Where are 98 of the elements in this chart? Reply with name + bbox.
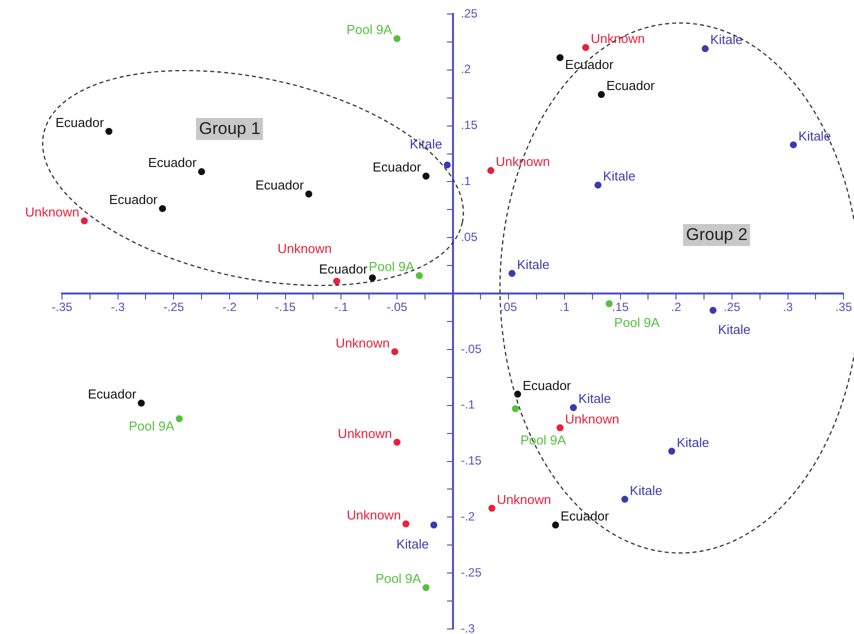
point (80, 217, 88, 224)
series-label: Unknown (338, 426, 392, 441)
x-tick-label: -.05 (386, 300, 408, 314)
y-tick-label: -.25 (460, 565, 482, 580)
text: Unknown (278, 240, 332, 256)
series-label: Pool 9A (128, 418, 175, 434)
point (416, 272, 423, 280)
series-label: Ecuador (565, 57, 614, 72)
text: Ecuador (522, 378, 572, 393)
point (368, 274, 376, 282)
x-tick-label: -.35 (52, 300, 73, 314)
text: Ecuador (88, 386, 136, 402)
text: Pool 9A (520, 432, 566, 448)
y-tick-label: -.05 (460, 342, 482, 356)
point (393, 35, 400, 42)
text: Unknown (590, 31, 645, 46)
text: Ecuador (109, 192, 158, 208)
point (488, 504, 496, 512)
text: Pool 9A (346, 22, 392, 38)
text: Kitale (718, 322, 751, 337)
point (333, 278, 340, 285)
point (422, 172, 430, 180)
point (487, 167, 494, 174)
x-tick-label: -.25 (163, 300, 184, 314)
text: Unknown (346, 507, 401, 522)
point (556, 54, 564, 62)
text: Ecuador (55, 114, 104, 130)
text: Unknown (336, 335, 390, 350)
x-tick-label: .15 (612, 300, 629, 314)
text: Unknown (25, 204, 80, 220)
point (508, 270, 516, 277)
x-tick-label: -.15 (274, 300, 296, 314)
y-tick-label: .1 (460, 174, 472, 188)
point (598, 91, 605, 98)
annotation: Group 2 (683, 224, 750, 246)
x-tick-label: .05 (500, 300, 518, 314)
x-tick-label: .1 (559, 300, 570, 314)
text: Ecuador (560, 508, 609, 524)
point (198, 168, 206, 176)
text: Kitale (578, 391, 611, 406)
text: Ecuador (319, 261, 368, 276)
text: Unknown (496, 492, 552, 507)
text: Ecuador (372, 160, 422, 175)
text: Pool 9A (368, 259, 414, 274)
y-tick-label: .15 (460, 118, 478, 132)
point (422, 584, 430, 592)
y-tick-label: -.2 (460, 509, 476, 524)
x-tick-label: .35 (835, 300, 852, 314)
point (702, 45, 709, 52)
y-tick-label: .25 (460, 6, 478, 20)
point (570, 404, 577, 412)
point (393, 438, 400, 446)
point (138, 400, 145, 407)
text: Kitale (798, 128, 831, 144)
point (606, 300, 613, 308)
text: Pool 9A (376, 571, 422, 586)
text: Ecuador (255, 178, 304, 193)
x-tick-label: -.3 (110, 300, 126, 314)
text: Ecuador (148, 155, 197, 170)
x-tick-label: -.1 (334, 300, 348, 314)
point (556, 424, 564, 432)
text: Kitale (630, 482, 662, 498)
annotation: Group 1 (196, 118, 264, 140)
point (305, 190, 312, 198)
point (594, 182, 602, 189)
point (402, 520, 410, 528)
y-tick-label: .05 (460, 230, 478, 244)
x-tick-label: -.2 (222, 300, 237, 314)
point (668, 448, 676, 455)
x-tick-label: .25 (724, 300, 741, 314)
point (790, 141, 797, 148)
text: Pool 9A (614, 315, 660, 330)
point (176, 415, 183, 422)
point (552, 522, 560, 529)
y-tick-label: -.3 (460, 621, 476, 634)
point (710, 306, 717, 314)
point (105, 128, 112, 135)
point (159, 205, 166, 212)
series-label: Kitale (517, 256, 550, 272)
text: Kitale (410, 136, 442, 152)
text: Kitale (676, 434, 710, 450)
text: Kitale (710, 32, 743, 48)
point (582, 44, 590, 52)
text: Ecuador (606, 78, 655, 94)
x-tick-label: .2 (671, 300, 682, 314)
x-tick-label: .3 (782, 300, 794, 314)
y-tick-label: -.15 (460, 454, 482, 468)
point (430, 522, 438, 529)
text: Kitale (396, 536, 429, 552)
point (391, 348, 398, 356)
text: Kitale (602, 168, 636, 184)
y-tick-label: .2 (460, 62, 472, 76)
text: Unknown (565, 411, 620, 426)
point (444, 161, 451, 168)
y-tick-label: -.1 (460, 398, 476, 412)
point (512, 405, 519, 412)
text: Unknown (496, 154, 550, 170)
point (621, 496, 628, 503)
